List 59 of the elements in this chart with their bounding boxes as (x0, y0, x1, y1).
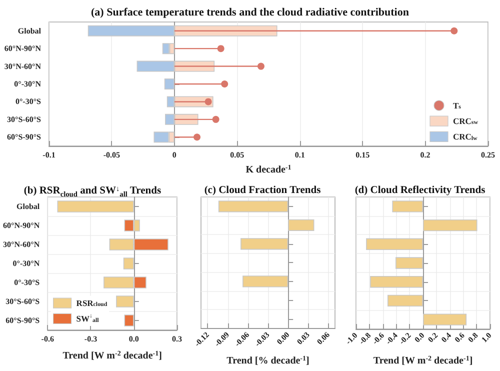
x-tick-label: -0.2 (397, 330, 413, 346)
bar (123, 258, 134, 270)
y-tick-label: 0°-30°S (14, 278, 40, 287)
chart-title: (a) Surface temperature trends and the cloud radiative contribution (91, 6, 409, 18)
point (204, 98, 212, 106)
bar (164, 78, 174, 90)
x-tick-label: 0.06 (315, 330, 332, 346)
bar (116, 296, 134, 308)
point (212, 116, 220, 123)
y-tick-label: 60°N-90°N (2, 221, 40, 230)
x-tick-label: -0.09 (212, 330, 231, 348)
x-tick-label: -0.6 (41, 334, 54, 344)
x-tick-label: -0.05 (103, 150, 120, 160)
x-tick-label: 0.2 (420, 150, 430, 160)
y-tick-label: Global (16, 202, 40, 211)
bar (57, 200, 134, 212)
y-tick-label: 60°S-90°S (7, 132, 42, 142)
x-tick-label: -0.03 (253, 330, 272, 348)
point (450, 27, 458, 34)
x-tick-label: 0.0 (412, 330, 426, 344)
point (217, 45, 224, 52)
x-tick-label: 0.15 (356, 150, 370, 160)
x-tick-label: 0.4 (440, 330, 453, 344)
point (221, 80, 228, 88)
x-tick-label: 0.00 (275, 330, 292, 346)
x-tick-label: -0.1 (42, 150, 56, 160)
point (194, 134, 201, 141)
x-tick-label: 0.25 (481, 150, 495, 160)
x-tick-label: 0.1 (294, 150, 305, 160)
x-tick-label: 0.3 (172, 334, 182, 344)
y-tick-label: 30°S-60°S (7, 114, 42, 124)
y-tick-label: 30°S-60°S (6, 297, 40, 306)
x-tick-label: 0.8 (466, 330, 480, 344)
x-tick-label: -0.12 (192, 330, 211, 348)
y-tick-label: 0°-30°N (12, 259, 40, 268)
bar (124, 314, 134, 326)
y-tick-label: 30°N-60°N (4, 62, 42, 71)
x-tick-label: 0.0 (128, 334, 139, 344)
x-tick-label: -0.6 (370, 330, 386, 346)
y-tick-label: Global (18, 26, 42, 36)
x-tick-label: 0.2 (426, 330, 440, 344)
x-tick-label: -0.06 (232, 330, 252, 348)
x-tick-label: -0.3 (84, 334, 98, 344)
x-tick-label: -0.8 (357, 330, 373, 346)
chart-title: (d) Cloud Reflectivity Trends (354, 185, 486, 196)
y-tick-label: 60°N-90°N (4, 44, 42, 54)
y-tick-label: 60°S-90°S (6, 316, 40, 325)
x-tick-label: 0 (172, 150, 176, 160)
x-tick-label: 0.05 (230, 150, 244, 160)
chart-title: (c) Cloud Fraction Trends (204, 185, 321, 196)
x-tick-label: -1.0 (344, 330, 360, 346)
x-tick-label: 1.0 (480, 330, 494, 344)
x-tick-label: 0.03 (295, 330, 312, 346)
y-tick-label: 0°-30°S (15, 97, 42, 106)
y-tick-label: 30°N-60°N (2, 240, 40, 249)
x-tick-label: 0.6 (452, 330, 466, 344)
x-tick-label: -0.4 (384, 330, 400, 346)
point (257, 62, 264, 70)
y-tick-label: 0°-30°N (14, 80, 42, 88)
